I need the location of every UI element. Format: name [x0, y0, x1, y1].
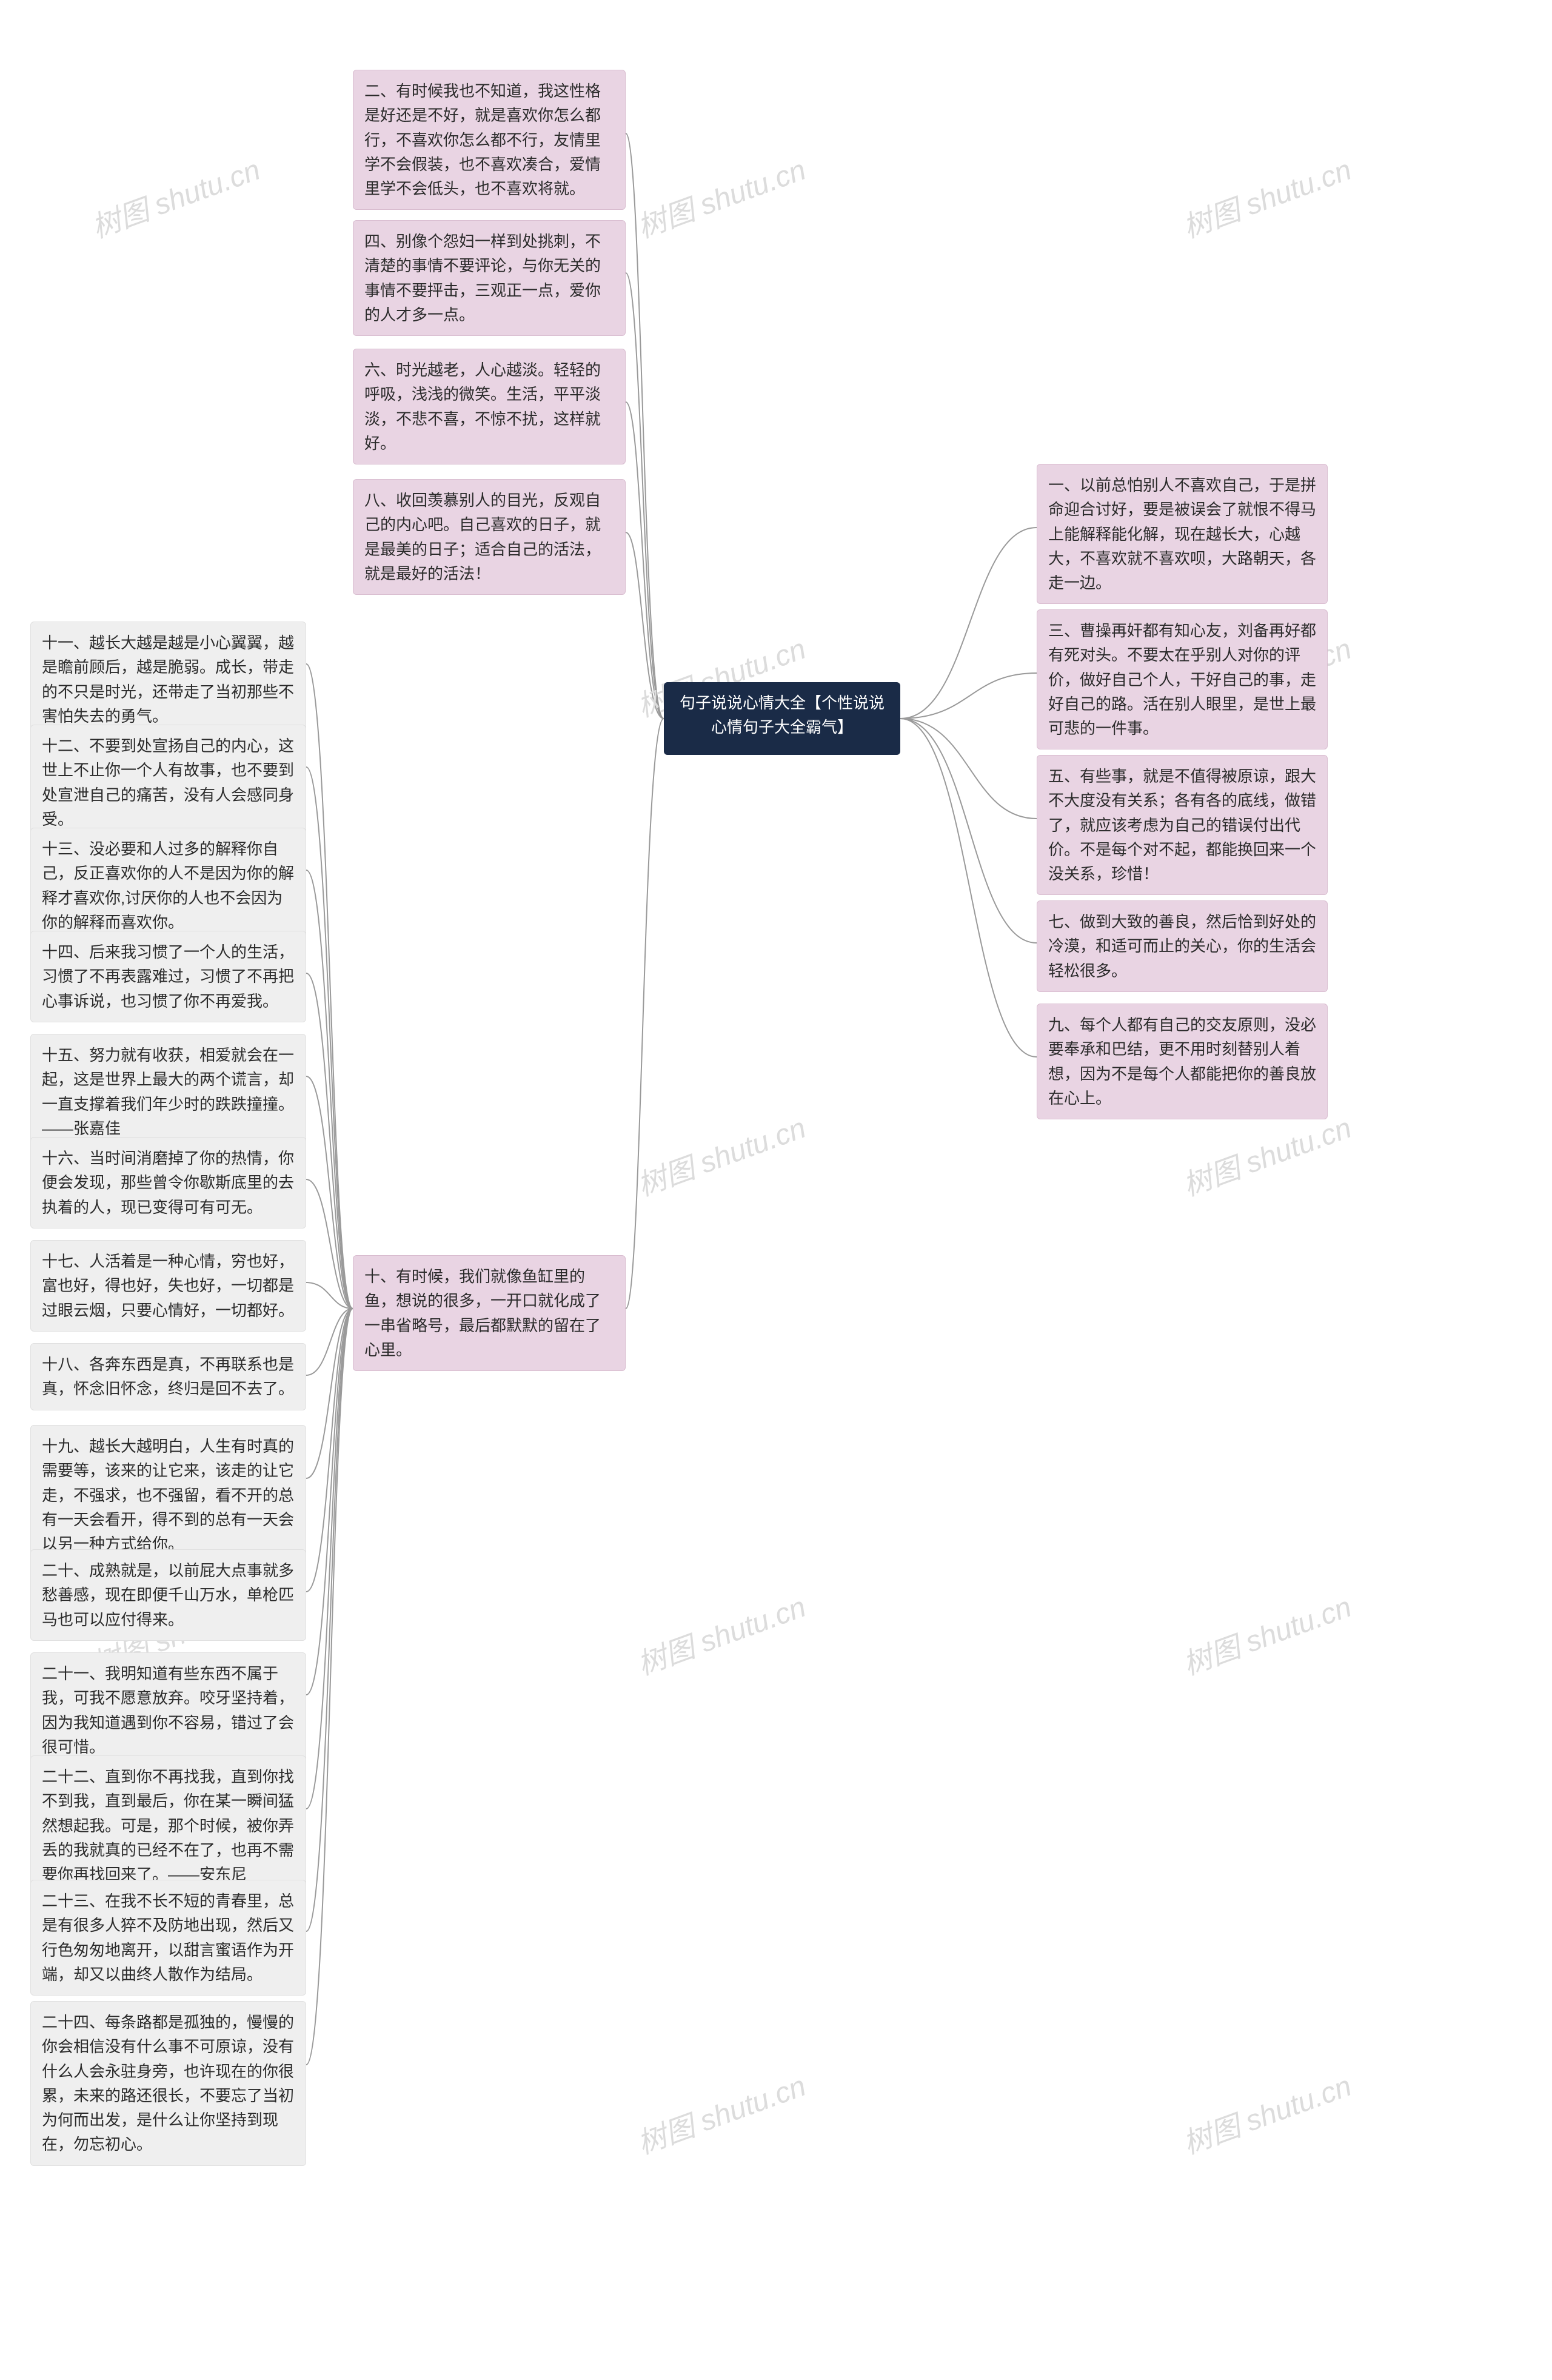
grand-node-23[interactable]: 二十三、在我不长不短的青春里，总是有很多人猝不及防地出现，然后又行色匆匆地离开，…	[30, 1880, 306, 1996]
grand-node-20[interactable]: 二十、成熟就是，以前屁大点事就多愁善感，现在即便千山万水，单枪匹马也可以应付得来…	[30, 1549, 306, 1641]
grand-node-17[interactable]: 十七、人活着是一种心情，穷也好，富也好，得也好，失也好，一切都是过眼云烟，只要心…	[30, 1240, 306, 1332]
root-node[interactable]: 句子说说心情大全【个性说说心情句子大全霸气】	[664, 682, 900, 755]
watermark: 树图 shutu.cn	[630, 2062, 811, 2162]
child-node-1[interactable]: 一、以前总怕别人不喜欢自己，于是拼命迎合讨好，要是被误会了就恨不得马上能解释能化…	[1037, 464, 1328, 604]
watermark: 树图 shutu.cn	[630, 1104, 811, 1204]
watermark: 树图 shutu.cn	[1176, 2062, 1356, 2162]
child-node-6[interactable]: 六、时光越老，人心越淡。轻轻的呼吸，浅浅的微笑。生活，平平淡淡，不悲不喜，不惊不…	[353, 349, 626, 464]
grand-node-22[interactable]: 二十二、直到你不再找我，直到你找不到我，直到最后，你在某一瞬间猛然想起我。可是，…	[30, 1755, 306, 1896]
grand-node-14[interactable]: 十四、后来我习惯了一个人的生活，习惯了不再表露难过，习惯了不再把心事诉说，也习惯…	[30, 931, 306, 1022]
grand-node-16[interactable]: 十六、当时间消磨掉了你的热情，你便会发现，那些曾令你歇斯底里的去执着的人，现已变…	[30, 1137, 306, 1229]
grand-node-18[interactable]: 十八、各奔东西是真，不再联系也是真，怀念旧怀念，终归是回不去了。	[30, 1343, 306, 1410]
grand-node-12[interactable]: 十二、不要到处宣扬自己的内心，这世上不止你一个人有故事，也不要到处宣泄自己的痛苦…	[30, 725, 306, 840]
child-node-9[interactable]: 九、每个人都有自己的交友原则，没必要奉承和巴结，更不用时刻替别人着想，因为不是每…	[1037, 1004, 1328, 1119]
grand-node-13[interactable]: 十三、没必要和人过多的解释你自己，反正喜欢你的人不是因为你的解释才喜欢你,讨厌你…	[30, 828, 306, 944]
grand-node-19[interactable]: 十九、越长大越明白，人生有时真的需要等，该来的让它来，该走的让它走，不强求，也不…	[30, 1425, 306, 1565]
watermark: 树图 shutu.cn	[1176, 146, 1356, 246]
watermark: 树图 shutu.cn	[630, 1583, 811, 1683]
watermark: 树图 shutu.cn	[85, 146, 265, 246]
child-node-10[interactable]: 十、有时候，我们就像鱼缸里的鱼，想说的很多，一开口就化成了一串省略号，最后都默默…	[353, 1255, 626, 1371]
grand-node-24[interactable]: 二十四、每条路都是孤独的，慢慢的你会相信没有什么事不可原谅，没有什么人会永驻身旁…	[30, 2001, 306, 2166]
child-node-5[interactable]: 五、有些事，就是不值得被原谅，跟大不大度没有关系；各有各的底线，做错了，就应该考…	[1037, 755, 1328, 895]
mindmap-canvas: 树图 shutu.cn 树图 shutu.cn 树图 shutu.cn 树图 s…	[0, 0, 1552, 2380]
watermark: 树图 shutu.cn	[630, 146, 811, 246]
child-node-2[interactable]: 二、有时候我也不知道，我这性格是好还是不好，就是喜欢你怎么都行，不喜欢你怎么都不…	[353, 70, 626, 210]
watermark: 树图 shutu.cn	[1176, 1583, 1356, 1683]
grand-node-15[interactable]: 十五、努力就有收获，相爱就会在一起，这是世界上最大的两个谎言，却一直支撑着我们年…	[30, 1034, 306, 1150]
grand-node-21[interactable]: 二十一、我明知道有些东西不属于我，可我不愿意放弃。咬牙坚持着，因为我知道遇到你不…	[30, 1652, 306, 1768]
grand-node-11[interactable]: 十一、越长大越是越是小心翼翼，越是瞻前顾后，越是脆弱。成长，带走的不只是时光，还…	[30, 622, 306, 737]
child-node-4[interactable]: 四、别像个怨妇一样到处挑刺，不清楚的事情不要评论，与你无关的事情不要抨击，三观正…	[353, 220, 626, 336]
child-node-3[interactable]: 三、曹操再奸都有知心友，刘备再好都有死对头。不要太在乎别人对你的评价，做好自己个…	[1037, 609, 1328, 749]
child-node-8[interactable]: 八、收回羡慕别人的目光，反观自己的内心吧。自己喜欢的日子，就是最美的日子；适合自…	[353, 479, 626, 595]
child-node-7[interactable]: 七、做到大致的善良，然后恰到好处的冷漠，和适可而止的关心，你的生活会轻松很多。	[1037, 900, 1328, 992]
